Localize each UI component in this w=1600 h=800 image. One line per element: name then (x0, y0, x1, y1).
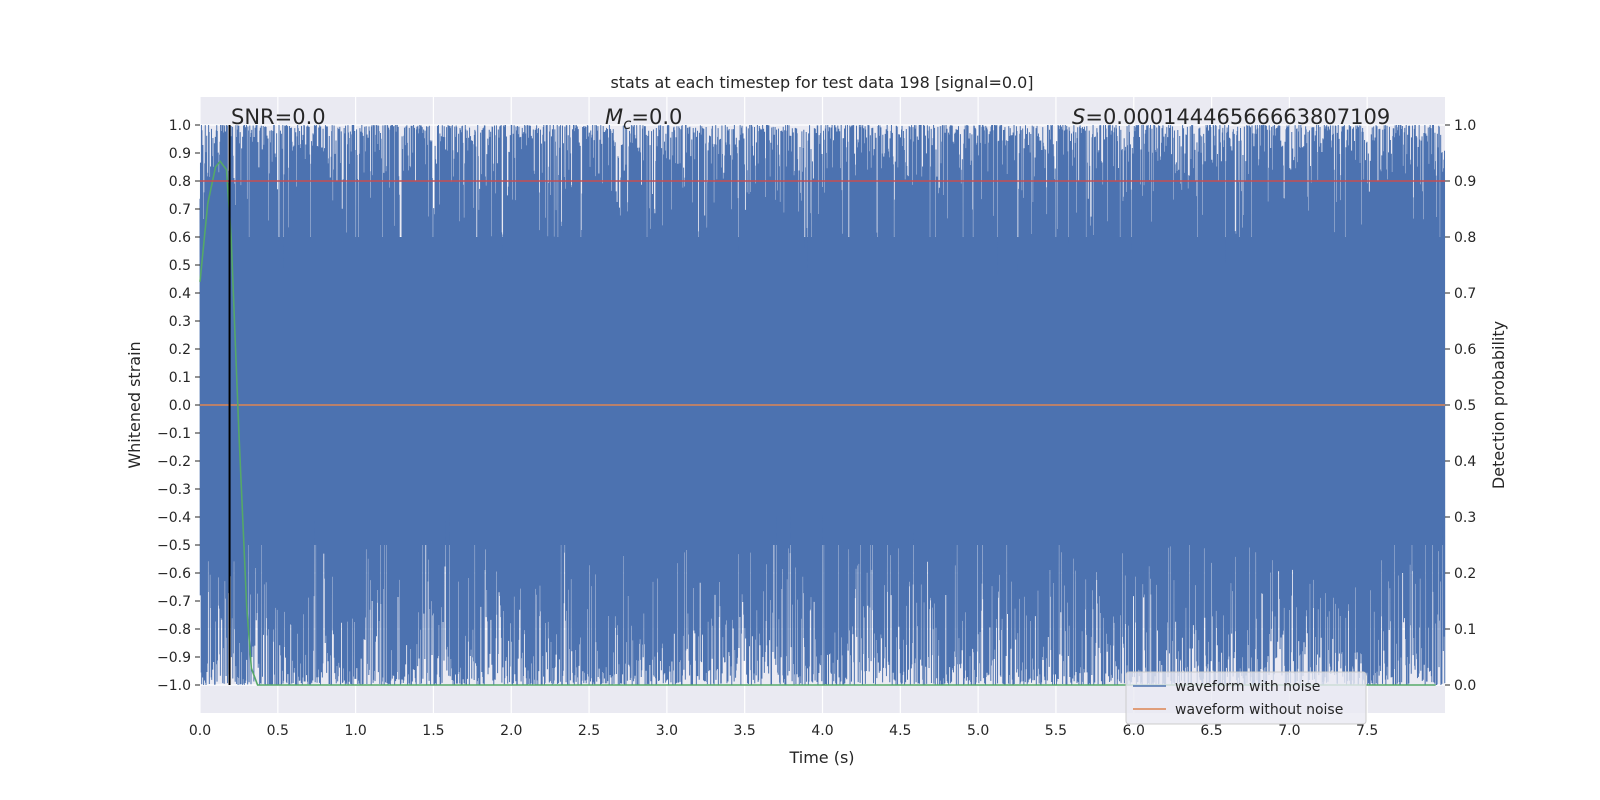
y2-tick-label: 0.7 (1454, 286, 1476, 302)
y-tick-label: 0.1 (169, 370, 191, 386)
s-symbol: S (1072, 105, 1085, 129)
legend-box (1125, 671, 1367, 725)
mc-value: =0.0 (631, 105, 682, 129)
chart-title: stats at each timestep for test data 198… (610, 73, 1033, 92)
y-tick-label: −0.8 (157, 622, 191, 638)
y-tick-label: 0.9 (169, 146, 191, 162)
x-axis-label: Time (s) (788, 748, 854, 767)
x-tick-label: 7.0 (1278, 723, 1300, 739)
y-tick-label: −0.2 (157, 454, 191, 470)
x-tick-label: 3.5 (734, 723, 756, 739)
y2-tick-label: 1.0 (1454, 118, 1476, 134)
mc-symbol: M (605, 105, 623, 129)
x-tick-label: 2.5 (578, 723, 600, 739)
y2-tick-labels: 1.0 0.9 0.8 0.7 0.6 0.5 0.4 0.3 0.2 0.1 0.0 (1445, 118, 1476, 694)
x-tick-label: 4.5 (889, 723, 911, 739)
y-tick-label: 0.4 (169, 286, 191, 302)
x-tick-label: 1.5 (422, 723, 444, 739)
x-tick-label: 2.0 (500, 723, 522, 739)
x-tick-label: 4.0 (811, 723, 833, 739)
series-waveform-with-noise (199, 124, 1446, 686)
y-tick-label: −0.5 (157, 538, 191, 554)
x-tick-label: 5.5 (1045, 723, 1067, 739)
series-line-2 (199, 160, 1436, 686)
y-tick-labels: 1.0 0.9 0.8 0.7 0.6 0.5 0.4 0.3 0.2 0.1 0.0 −0.1 −0.… (157, 118, 200, 694)
y-tick-label: −0.4 (157, 510, 191, 526)
s-annotation: S=0.00014446566663807109 (1072, 105, 1390, 129)
x-tick-label: 1.0 (344, 723, 366, 739)
y-tick-label: 0.7 (169, 202, 191, 218)
y2-tick-label: 0.4 (1454, 454, 1476, 470)
y2-tick-label: 0.3 (1454, 510, 1476, 526)
x-tick-label: 0.0 (189, 723, 211, 739)
x-tick-label: 0.5 (267, 723, 289, 739)
series-lines (199, 125, 1445, 686)
legend-label-no-noise: waveform without noise (1175, 702, 1343, 718)
y-axis-label: Whitened strain (125, 341, 144, 468)
x-tick-label: 3.0 (656, 723, 678, 739)
x-tick-label: 6.5 (1200, 723, 1222, 739)
s-value: =0.00014446566663807109 (1085, 105, 1390, 129)
legend: waveform with noise waveform without noi… (1125, 671, 1367, 725)
y2-tick-label: 0.9 (1454, 174, 1476, 190)
y2-tick-label: 0.5 (1454, 398, 1476, 414)
y-tick-label: −0.6 (157, 566, 191, 582)
y-tick-label: 1.0 (169, 118, 191, 134)
y2-tick-label: 0.1 (1454, 622, 1476, 638)
y-tick-label: −0.9 (157, 650, 191, 666)
y-tick-label: 0.0 (169, 398, 191, 414)
mc-annotation: Mc=0.0 (605, 105, 682, 133)
y-tick-label: 0.8 (169, 174, 191, 190)
x-tick-label: 6.0 (1123, 723, 1145, 739)
y-tick-label: 0.5 (169, 258, 191, 274)
y2-tick-label: 0.2 (1454, 566, 1476, 582)
y2-tick-label: 0.6 (1454, 342, 1476, 358)
y2-axis-label: Detection probability (1489, 321, 1508, 489)
x-tick-labels: 0.0 0.5 1.0 1.5 2.0 2.5 3.0 3.5 4.0 4.5 5.0 5.5 6.0 6… (189, 723, 1378, 739)
y-tick-label: −0.7 (157, 594, 191, 610)
y-tick-label: 0.3 (169, 314, 191, 330)
y2-tick-label: 0.0 (1454, 678, 1476, 694)
x-tick-label: 5.0 (967, 723, 989, 739)
y-tick-label: −1.0 (157, 678, 191, 694)
y2-tick-label: 0.8 (1454, 230, 1476, 246)
y-tick-label: 0.2 (169, 342, 191, 358)
mc-subscript: c (623, 115, 632, 133)
x-tick-label: 7.5 (1356, 723, 1378, 739)
snr-annotation: SNR=0.0 (231, 105, 326, 129)
y-tick-label: −0.1 (157, 426, 191, 442)
noise-trace (199, 124, 1446, 686)
y-tick-label: −0.3 (157, 482, 191, 498)
y-tick-label: 0.6 (169, 230, 191, 246)
legend-label-noise: waveform with noise (1175, 679, 1320, 695)
